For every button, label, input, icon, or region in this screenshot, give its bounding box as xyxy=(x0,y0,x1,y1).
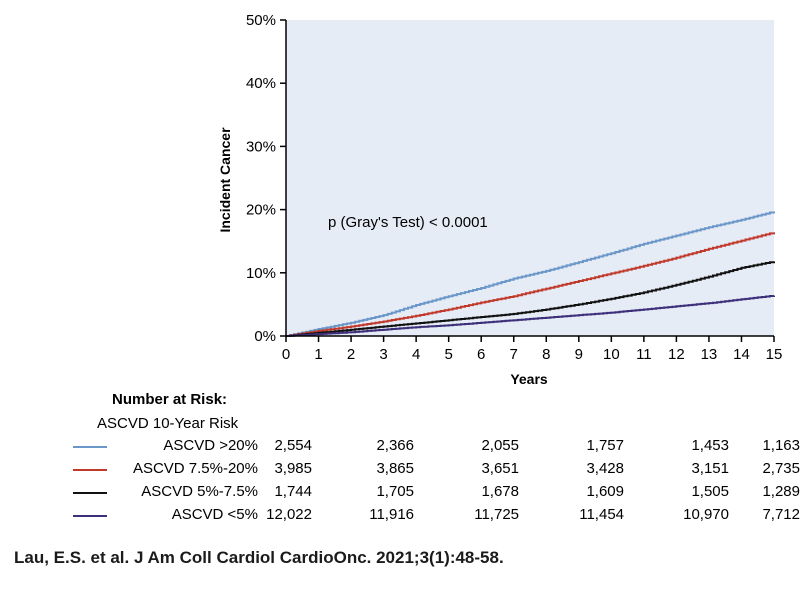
series-line-1 xyxy=(286,232,775,337)
risk-value: 11,725 xyxy=(474,506,519,523)
risk-row-label: ASCVD <5% xyxy=(171,506,258,523)
risk-value: 1,163 xyxy=(762,437,800,454)
risk-value: 3,985 xyxy=(274,460,312,477)
risk-value: 1,757 xyxy=(586,437,624,454)
risk-value: 1,678 xyxy=(481,483,519,500)
series-layer xyxy=(286,211,775,337)
risk-row: ASCVD >20% 2,554 2,366 2,055 1,757 1,453… xyxy=(0,436,811,458)
risk-row-label: ASCVD 7.5%-20% xyxy=(132,460,258,477)
risk-value: 10,970 xyxy=(683,506,729,523)
x-tick-label: 4 xyxy=(412,346,420,363)
risk-value: 1,289 xyxy=(762,483,800,500)
citation: Lau, E.S. et al. J Am Coll Cardiol Cardi… xyxy=(14,548,504,567)
x-tick-label: 14 xyxy=(733,346,750,363)
risk-value: 2,554 xyxy=(274,437,312,454)
risk-table-title: Number at Risk: xyxy=(112,391,228,408)
x-tick-label: 0 xyxy=(282,346,290,363)
risk-value: 2,366 xyxy=(376,437,414,454)
x-tick-label: 7 xyxy=(510,346,518,363)
risk-value: 3,651 xyxy=(481,460,519,477)
x-tick-label: 12 xyxy=(668,346,685,363)
x-tick-label: 2 xyxy=(347,346,355,363)
annotation: p (Gray's Test) < 0.0001 xyxy=(328,214,488,231)
x-tick-label: 11 xyxy=(636,346,652,363)
x-tick-label: 10 xyxy=(603,346,620,363)
x-tick-label: 1 xyxy=(314,346,322,363)
x-tick-label: 9 xyxy=(575,346,583,363)
y-tick-label: 20% xyxy=(246,202,276,219)
x-ticks: 0 1 2 3 4 5 6 7 8 9 10 11 12 13 14 15 xyxy=(282,336,783,363)
risk-row-label: ASCVD 5%-7.5% xyxy=(141,483,258,500)
y-tick-label: 10% xyxy=(246,265,276,282)
x-tick-label: 6 xyxy=(477,346,485,363)
y-axis-title: Incident Cancer xyxy=(217,127,233,233)
y-tick-label: 40% xyxy=(246,75,276,92)
legend-swatch xyxy=(73,446,107,448)
x-tick-label: 5 xyxy=(444,346,452,363)
incidence-chart: 0%10%20%30%40%50% 0 1 2 3 4 5 6 7 8 9 10 11 12 13 14 15… xyxy=(217,12,783,387)
risk-value: 1,453 xyxy=(691,437,729,454)
legend-swatch xyxy=(73,492,107,494)
risk-value: 1,609 xyxy=(586,483,624,500)
risk-value: 3,428 xyxy=(586,460,624,477)
series-line-0 xyxy=(286,211,775,337)
y-ticks: 0% 10% 20% 30% 40% 50% xyxy=(246,12,286,345)
y-tick-label: 30% xyxy=(246,138,276,155)
risk-row-label: ASCVD >20% xyxy=(163,437,258,454)
risk-value: 7,712 xyxy=(762,506,800,523)
risk-row: ASCVD <5% 12,022 11,916 11,725 11,454 10… xyxy=(0,505,811,527)
y-tick-label: 50% xyxy=(246,12,276,29)
plot-area xyxy=(286,20,774,336)
x-axis-title: Years xyxy=(510,371,548,387)
risk-value: 1,705 xyxy=(376,483,414,500)
risk-value: 12,022 xyxy=(266,506,312,523)
risk-value: 3,151 xyxy=(691,460,729,477)
risk-value: 2,735 xyxy=(762,460,800,477)
risk-value: 3,865 xyxy=(376,460,414,477)
x-tick-label: 3 xyxy=(379,346,387,363)
risk-value: 1,744 xyxy=(274,483,312,500)
risk-value: 11,454 xyxy=(579,506,624,523)
risk-value: 1,505 xyxy=(691,483,729,500)
risk-row: ASCVD 7.5%-20% 3,985 3,865 3,651 3,428 3… xyxy=(0,459,811,481)
series-line-3 xyxy=(286,295,775,337)
y-tick-label: 0% xyxy=(254,328,276,345)
x-tick-label: 13 xyxy=(701,346,718,363)
risk-row: ASCVD 5%-7.5% 1,744 1,705 1,678 1,609 1,… xyxy=(0,482,811,504)
risk-table-subtitle: ASCVD 10-Year Risk xyxy=(97,415,239,432)
legend-swatch xyxy=(73,469,107,471)
risk-value: 2,055 xyxy=(481,437,519,454)
x-tick-label: 15 xyxy=(766,346,783,363)
series-line-2 xyxy=(286,261,775,337)
risk-value: 11,916 xyxy=(369,506,414,523)
x-tick-label: 8 xyxy=(542,346,550,363)
legend-swatch xyxy=(73,515,107,517)
